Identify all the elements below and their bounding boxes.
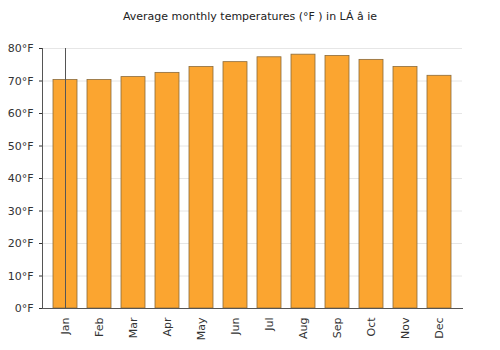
svg-text:Aug: Aug [297, 318, 310, 339]
svg-text:Dec: Dec [433, 318, 446, 339]
svg-text:Jun: Jun [229, 317, 242, 335]
svg-text:Apr: Apr [161, 317, 174, 337]
svg-text:Jul: Jul [263, 318, 276, 332]
svg-text:40°F: 40°F [8, 172, 34, 185]
svg-text:Nov: Nov [399, 317, 412, 339]
svg-text:Jan: Jan [59, 317, 72, 335]
svg-text:70°F: 70°F [8, 75, 34, 88]
svg-text:20°F: 20°F [8, 237, 34, 250]
svg-text:80°F: 80°F [8, 42, 34, 55]
svg-text:50°F: 50°F [8, 140, 34, 153]
svg-text:10°F: 10°F [8, 270, 34, 283]
svg-text:Mar: Mar [127, 317, 140, 338]
svg-text:30°F: 30°F [8, 205, 34, 218]
svg-text:Feb: Feb [93, 317, 106, 336]
svg-text:Sep: Sep [331, 317, 344, 338]
svg-text:0°F: 0°F [15, 302, 34, 315]
svg-text:60°F: 60°F [8, 107, 34, 120]
html-text:Average monthly temperatures (: Average monthly temperatures (°F ) in LÁ… [122, 10, 378, 23]
svg-text:Oct: Oct [365, 317, 378, 337]
svg-text:May: May [195, 317, 208, 340]
